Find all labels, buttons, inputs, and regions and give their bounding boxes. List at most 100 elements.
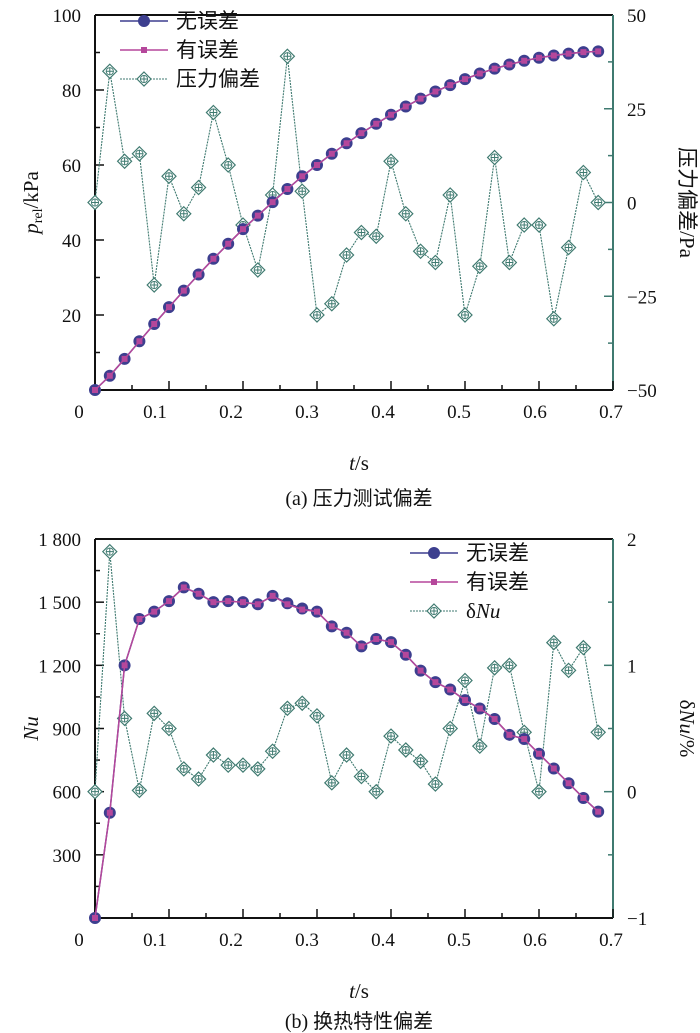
legend-label: 有误差: [176, 38, 239, 62]
diamond-marker-ring: [283, 52, 292, 61]
data-point: [151, 321, 158, 327]
data-point: [373, 636, 380, 643]
diamond-marker-ring: [357, 772, 366, 781]
data-point: [205, 747, 222, 763]
diamond-marker-ring: [179, 764, 188, 773]
y-left-tick-label: 40: [62, 231, 81, 252]
legend-label-delta: δ: [466, 599, 476, 623]
diamond-marker-cross: [594, 728, 603, 737]
series-line: [94, 56, 599, 319]
diamond-marker-cross: [535, 787, 543, 796]
y-left-tick-label: 300: [53, 846, 82, 867]
data-point: [180, 584, 187, 591]
data-point: [590, 194, 607, 211]
x-axis-title: t/s: [349, 451, 369, 475]
diamond-marker-cross: [105, 547, 114, 556]
diamond-marker-ring: [475, 262, 484, 271]
data-point: [175, 761, 192, 777]
data-point: [486, 149, 503, 166]
y-left-tick-label: 60: [62, 156, 81, 177]
series-with-error: [92, 48, 602, 393]
diamond-marker-ring: [120, 714, 129, 723]
diamond-marker-ring: [416, 247, 425, 256]
legend-marker: [138, 15, 150, 27]
data-point: [417, 95, 424, 102]
data-point: [121, 355, 128, 362]
data-point: [457, 307, 473, 323]
diamond-marker-cross: [475, 262, 484, 271]
diamond-marker-ring: [579, 643, 588, 652]
data-point: [486, 660, 503, 676]
diamond-marker-ring: [579, 168, 588, 177]
y-right-title-var: Nu: [675, 709, 699, 735]
y-left-axis-title: Nu: [19, 716, 43, 742]
diamond-marker-cross: [564, 243, 573, 252]
figure-caption: (b) 换热特性偏差: [285, 1010, 433, 1033]
diamond-marker-cross: [150, 709, 159, 718]
data-point: [264, 743, 281, 760]
data-point: [432, 88, 439, 95]
legend-label: 压力偏差: [176, 67, 260, 91]
diamond-marker-ring: [431, 780, 440, 789]
diamond-marker-cross: [91, 787, 99, 796]
data-point: [595, 48, 602, 55]
diamond-marker-cross: [431, 258, 440, 267]
diamond-marker-ring: [139, 74, 149, 84]
data-point: [279, 48, 296, 65]
data-point: [471, 738, 488, 755]
data-point: [116, 153, 133, 170]
diamond-marker-ring: [594, 198, 603, 207]
series-deviation: [87, 543, 607, 800]
diamond-marker-ring: [268, 747, 277, 756]
data-point: [412, 243, 429, 260]
data-point: [106, 372, 113, 379]
data-point: [491, 65, 498, 72]
diamond-marker-cross: [313, 711, 321, 720]
data-point: [284, 186, 291, 192]
diamond-marker-ring: [386, 157, 396, 166]
diamond-marker-ring: [312, 711, 322, 720]
data-point: [294, 695, 311, 712]
diamond-marker-ring: [460, 310, 470, 320]
diamond-marker-ring: [135, 149, 144, 158]
data-point: [531, 217, 547, 233]
diamond-marker-ring: [194, 774, 203, 784]
data-point: [565, 780, 572, 787]
diamond-marker-ring: [416, 757, 425, 766]
diamond-marker-ring: [164, 172, 174, 181]
x-tick-label: 0: [74, 930, 84, 951]
diamond-marker-cross: [283, 704, 292, 713]
diamond-marker-cross: [253, 764, 262, 773]
chart-b-heat-transfer: 0 0.1 0.2 0.3 0.4 0.5 0.6 0.7 300 600 900 1 200 1 50…: [19, 530, 699, 1033]
data-point: [447, 686, 454, 693]
diamond-marker-ring: [386, 732, 396, 741]
x-axis-title-var: t: [349, 979, 356, 1003]
diamond-marker-ring: [342, 750, 351, 760]
x-tick-label: 0.5: [447, 930, 471, 951]
y-left-tick-label: 900: [53, 720, 82, 741]
diamond-marker-cross: [150, 281, 159, 289]
diamond-marker-ring: [520, 220, 529, 230]
data-point: [175, 205, 192, 222]
x-tick-label: 0.7: [599, 402, 623, 423]
data-point: [136, 616, 143, 623]
diamond-marker-ring: [224, 160, 233, 170]
y-left-tick-label: 600: [53, 783, 82, 804]
data-point: [397, 742, 414, 758]
data-point: [402, 103, 409, 110]
x-tick-label: 0.5: [447, 402, 471, 423]
legend-label: δNu: [466, 599, 500, 623]
diamond-marker-ring: [594, 728, 603, 737]
diamond-marker-ring: [327, 778, 336, 787]
diamond-marker-cross: [120, 714, 129, 723]
data-point: [580, 49, 587, 56]
diamond-marker-cross: [461, 311, 469, 319]
diamond-marker-cross: [120, 157, 129, 166]
x-tick-label: 0.1: [143, 930, 167, 951]
diamond-marker-cross: [91, 198, 99, 207]
data-point: [521, 736, 528, 743]
data-point: [101, 63, 118, 80]
diamond-marker-ring: [209, 108, 218, 117]
